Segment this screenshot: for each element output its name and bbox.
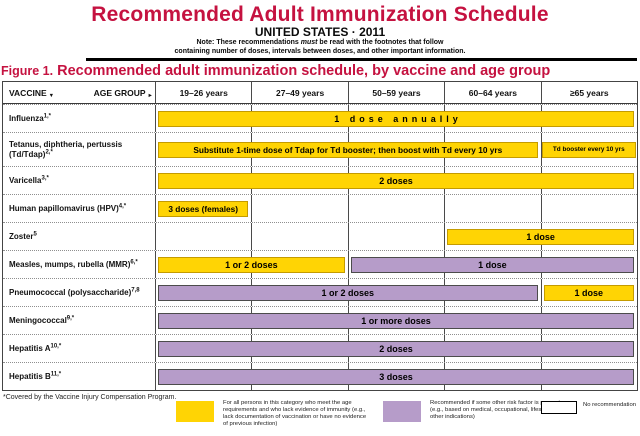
- table-body: Influenza1,* 1 dose annually Tetanus, diph…: [3, 104, 637, 390]
- grid-cell: [251, 195, 347, 222]
- vaccine-label: Tetanus, diphtheria, pertussis (Td/Tdap)…: [9, 139, 123, 159]
- vaccine-row: Measles, mumps, rubella (MMR)6,* 1 or 2 d…: [3, 250, 637, 278]
- dose-bar: Td booster every 10 yrs: [541, 141, 636, 158]
- vaccine-header: VACCINE ▼: [9, 87, 55, 99]
- document-header: Recommended Adult Immunization Schedule …: [0, 0, 640, 56]
- footnote-superscript: 5: [33, 231, 37, 238]
- footnote-superscript: 2,*: [45, 148, 53, 155]
- arrow-right-icon: ►: [147, 92, 153, 99]
- footnote-superscript: 6,*: [130, 259, 138, 266]
- footnote-superscript: 9,*: [66, 315, 75, 322]
- age-group-column-header: ≥65 years: [540, 82, 637, 103]
- dose-bar: 3 doses: [158, 368, 634, 385]
- footnote-superscript: 10,*: [50, 343, 62, 350]
- vaccine-row: Influenza1,* 1 dose annually: [3, 104, 637, 132]
- vaccine-label: Varicella3,*: [9, 175, 49, 185]
- table-header-row: VACCINE ▼ AGE GROUP ► 19–26 years 27–49 yea…: [3, 82, 637, 104]
- legend-purple-text: Recommended if some other risk factor is…: [430, 400, 560, 421]
- footnote-superscript: 4,*: [118, 203, 127, 210]
- dose-bar: 1 or more doses: [158, 312, 634, 329]
- vaccine-agegroup-header-cell: VACCINE ▼ AGE GROUP ►: [3, 82, 155, 103]
- note-prefix: Note: These recommendations: [196, 39, 301, 46]
- grid-cell: [155, 133, 251, 166]
- vaccine-label: Influenza1,*: [9, 113, 52, 123]
- footnote-superscript: 1,*: [43, 113, 52, 120]
- dose-bar: 1 dose: [543, 284, 634, 301]
- vaccine-row: Pneumococcal (polysaccharide)7,8 1 or 2 d…: [3, 278, 637, 306]
- grid-cell: [347, 251, 444, 278]
- figure-label: Figure 1.: [1, 64, 54, 78]
- vaccine-row: Tetanus, diphtheria, pertussis (Td/Tdap)…: [3, 132, 637, 166]
- vicp-footnote: *Covered by the Vaccine Injury Compensat…: [3, 394, 177, 401]
- vaccine-label: Pneumococcal (polysaccharide)7,8: [9, 287, 140, 297]
- dose-bar: 1 dose: [350, 256, 634, 273]
- grid-cell: [444, 223, 540, 250]
- age-group-header: AGE GROUP ►: [93, 87, 153, 99]
- page-title: Recommended Adult Immunization Schedule: [91, 3, 549, 26]
- grid-cell: [155, 223, 251, 250]
- note-line-1: Note: These recommendations must be read…: [0, 39, 640, 48]
- grid-cell: [251, 223, 347, 250]
- vaccine-row: Meningococcal9,* 1 or more doses: [3, 306, 637, 334]
- grid-cell: [155, 335, 251, 362]
- vaccine-label: Measles, mumps, rubella (MMR)6,*: [9, 259, 138, 269]
- sort-down-icon: ▼: [48, 92, 55, 99]
- footnote-superscript: 3,*: [41, 175, 49, 182]
- vaccine-label: Hepatitis A10,*: [9, 343, 62, 353]
- grid-cell: [347, 195, 444, 222]
- grid-cell: [540, 195, 637, 222]
- dose-bar: 1 dose annually: [158, 110, 634, 127]
- vaccine-row: Human papillomavirus (HPV)4,* 3 doses (fe…: [3, 194, 637, 222]
- vaccine-row: Varicella3,* 2 doses: [3, 166, 637, 194]
- dose-bar: 1 or 2 doses: [158, 256, 345, 273]
- grid-cell: [155, 279, 251, 306]
- note-italic-word: must: [300, 39, 318, 46]
- note-line-2: containing number of doses, intervals be…: [174, 47, 466, 55]
- note-suffix: be read with the footnotes that follow: [317, 39, 444, 46]
- figure-title: Recommended adult immunization schedule,…: [57, 63, 551, 79]
- dose-bar: 3 doses (females): [158, 200, 249, 217]
- grid-cell: [155, 167, 251, 194]
- figure-caption: Figure 1. Recommended adult immunization …: [0, 61, 640, 81]
- page-subtitle: UNITED STATES · 2011: [254, 25, 386, 39]
- grid-cell: [155, 105, 251, 132]
- vaccine-label: Meningococcal9,*: [9, 315, 75, 325]
- legend-yellow-swatch: [176, 401, 214, 422]
- grid-cell: [155, 251, 251, 278]
- vaccine-row: Hepatitis B11,* 3 doses: [3, 362, 637, 390]
- legend-norec-swatch: [541, 401, 577, 414]
- dose-bar: Substitute 1-time dose of Tdap for Td bo…: [158, 141, 538, 158]
- vaccine-row: Hepatitis A10,* 2 doses: [3, 334, 637, 362]
- dose-bar: 2 doses: [158, 172, 634, 189]
- grid-cell: [155, 195, 251, 222]
- age-group-column-header: 60–64 years: [444, 82, 540, 103]
- age-group-column-header: 27–49 years: [251, 82, 347, 103]
- immunization-schedule-table: VACCINE ▼ AGE GROUP ► 19–26 years 27–49 yea…: [2, 81, 638, 391]
- grid-cell: [540, 133, 637, 166]
- dose-bar: 1 or 2 doses: [158, 284, 538, 301]
- dose-bar: 2 doses: [158, 340, 634, 357]
- vaccine-label: Zoster5: [9, 231, 37, 241]
- legend-norec-text: No recommendation: [583, 402, 637, 408]
- legend-purple-swatch: [383, 401, 421, 422]
- footnote-superscript: 11,*: [50, 371, 62, 378]
- vaccine-label: Human papillomavirus (HPV)4,*: [9, 203, 127, 213]
- divider-rule: [86, 58, 637, 61]
- legend-yellow-text: For all persons in this category who mee…: [223, 400, 367, 428]
- grid-cell: [540, 279, 637, 306]
- vaccine-label: Hepatitis B11,*: [9, 371, 62, 381]
- footnote-superscript: 7,8: [131, 287, 140, 294]
- dose-bar: 1 dose: [447, 228, 634, 245]
- grid-cell: [444, 195, 540, 222]
- grid-cell: [347, 223, 444, 250]
- age-group-column-header: 50–59 years: [347, 82, 444, 103]
- vaccine-row: Zoster5 1 dose: [3, 222, 637, 250]
- grid-cell: [155, 307, 251, 334]
- grid-cell: [155, 363, 251, 390]
- footer-legend-area: *Covered by the Vaccine Injury Compensat…: [2, 391, 638, 435]
- age-group-column-header: 19–26 years: [155, 82, 251, 103]
